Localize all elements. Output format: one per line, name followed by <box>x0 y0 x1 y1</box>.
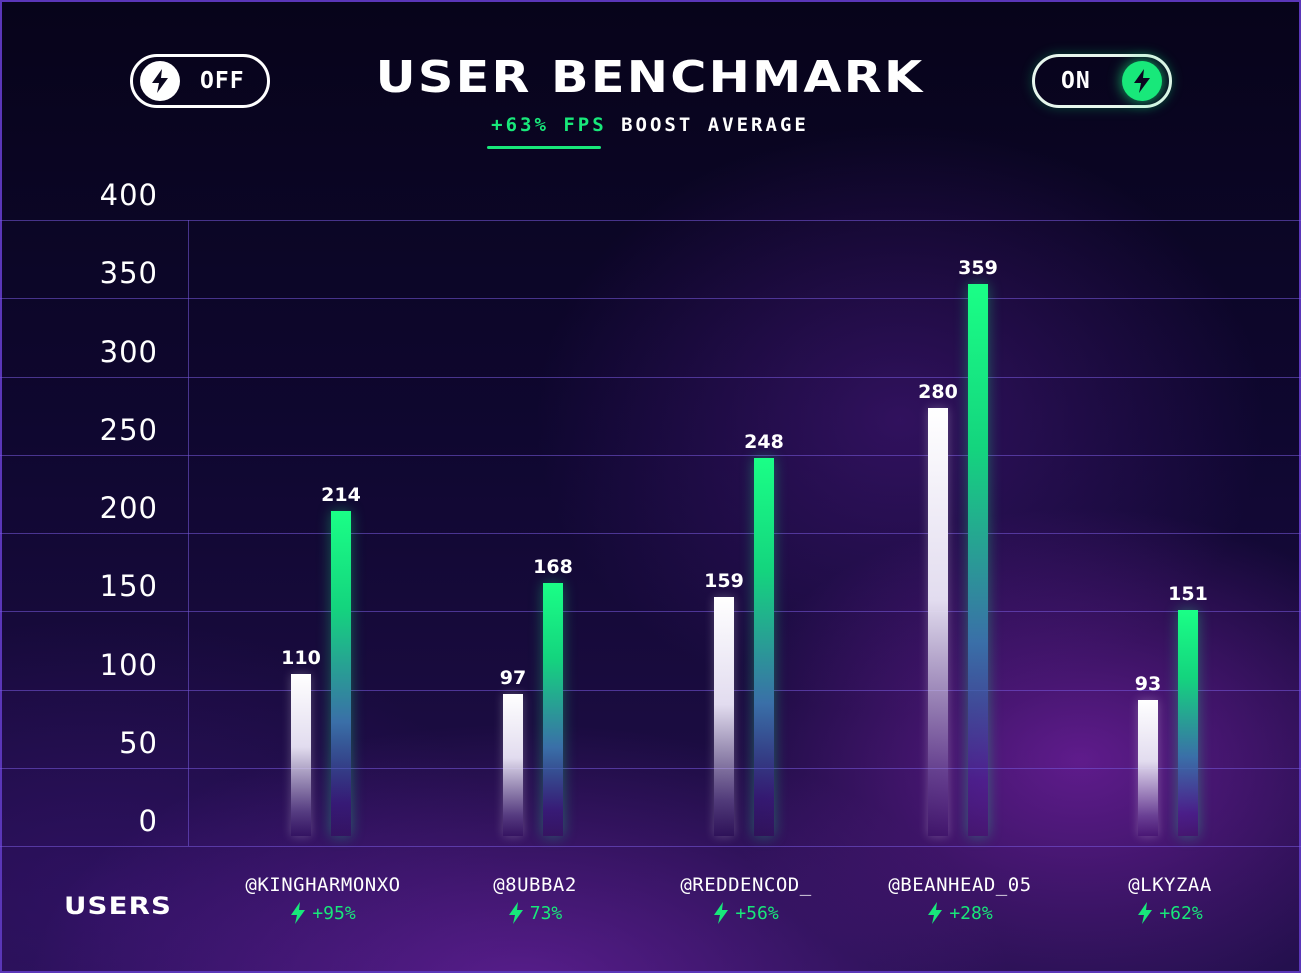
user-boost-value: +28% <box>949 902 993 924</box>
user-column: @KINGHARMONXO +95% <box>213 874 433 924</box>
user-boost-value: +56% <box>735 902 779 924</box>
bar-on-2 <box>543 583 563 836</box>
subtitle-accent: +63% FPS <box>491 114 607 136</box>
bar-off-4 <box>928 408 948 836</box>
gridline <box>0 611 1301 612</box>
user-name[interactable]: @KINGHARMONXO <box>245 874 401 896</box>
gridline <box>0 846 1301 847</box>
toggle-on-label: ON <box>1061 68 1091 94</box>
user-boost: +28% <box>850 902 1070 924</box>
value-label: 159 <box>704 570 744 592</box>
bar-off-5 <box>1138 700 1158 836</box>
y-tick-label: 300 <box>99 335 158 369</box>
bar-off-2 <box>503 694 523 836</box>
user-boost-value: 73% <box>529 902 563 924</box>
gridline <box>0 298 1301 299</box>
user-column: @REDDENCOD_ +56% <box>636 874 856 924</box>
bar-on-3 <box>754 458 774 836</box>
gridline <box>0 220 1301 221</box>
y-tick-label: 200 <box>99 491 158 525</box>
page-subtitle: +63% FPS BOOST AVERAGE <box>350 114 950 136</box>
user-name[interactable]: @REDDENCOD_ <box>680 874 812 896</box>
y-tick-label: 250 <box>99 413 158 447</box>
bolt-icon <box>1122 61 1162 101</box>
gridline <box>0 690 1301 691</box>
y-tick-label: 50 <box>119 726 158 760</box>
gridline <box>0 455 1301 456</box>
bar-on-1 <box>331 511 351 836</box>
user-name[interactable]: @LKYZAA <box>1128 874 1212 896</box>
boost-off-toggle[interactable]: OFF <box>130 54 270 108</box>
user-column: @LKYZAA +62% <box>1060 874 1280 924</box>
gridline <box>0 768 1301 769</box>
bolt-icon <box>140 61 180 101</box>
user-boost: 73% <box>425 902 645 924</box>
value-label: 151 <box>1168 583 1208 605</box>
bolt-icon <box>291 902 306 924</box>
user-boost: +95% <box>213 902 433 924</box>
bar-off-1 <box>291 674 311 836</box>
bar-off-3 <box>714 597 734 836</box>
value-label: 359 <box>958 257 998 279</box>
user-boost: +62% <box>1060 902 1280 924</box>
users-label: USERS <box>64 892 173 920</box>
y-axis-line <box>188 220 189 846</box>
y-tick-label: 100 <box>99 648 158 682</box>
y-tick-label: 150 <box>99 569 158 603</box>
user-column: @BEANHEAD_05 +28% <box>850 874 1070 924</box>
user-name[interactable]: @BEANHEAD_05 <box>888 874 1032 896</box>
bolt-icon <box>508 902 523 924</box>
subtitle-underline <box>487 146 601 149</box>
value-label: 97 <box>499 667 527 689</box>
y-tick-label: 350 <box>99 256 158 290</box>
value-label: 93 <box>1134 673 1162 695</box>
page-title: USER BENCHMARK <box>375 52 925 103</box>
y-tick-label: 400 <box>99 178 158 212</box>
value-label: 248 <box>744 431 784 453</box>
value-label: 280 <box>918 381 958 403</box>
bolt-icon <box>1138 902 1153 924</box>
bar-on-4 <box>968 284 988 836</box>
user-boost: +56% <box>636 902 856 924</box>
user-boost-value: +95% <box>312 902 356 924</box>
subtitle-rest: BOOST AVERAGE <box>606 114 809 136</box>
gridline <box>0 377 1301 378</box>
user-boost-value: +62% <box>1159 902 1203 924</box>
bolt-icon <box>928 902 943 924</box>
gridline <box>0 533 1301 534</box>
value-label: 214 <box>321 484 361 506</box>
bar-on-5 <box>1178 610 1198 836</box>
toggle-off-label: OFF <box>200 68 245 94</box>
boost-on-toggle[interactable]: ON <box>1032 54 1172 108</box>
user-column: @8UBBA2 73% <box>425 874 645 924</box>
bolt-icon <box>714 902 729 924</box>
user-name[interactable]: @8UBBA2 <box>493 874 577 896</box>
value-label: 110 <box>281 647 321 669</box>
value-label: 168 <box>533 556 573 578</box>
y-tick-label: 0 <box>138 804 158 838</box>
